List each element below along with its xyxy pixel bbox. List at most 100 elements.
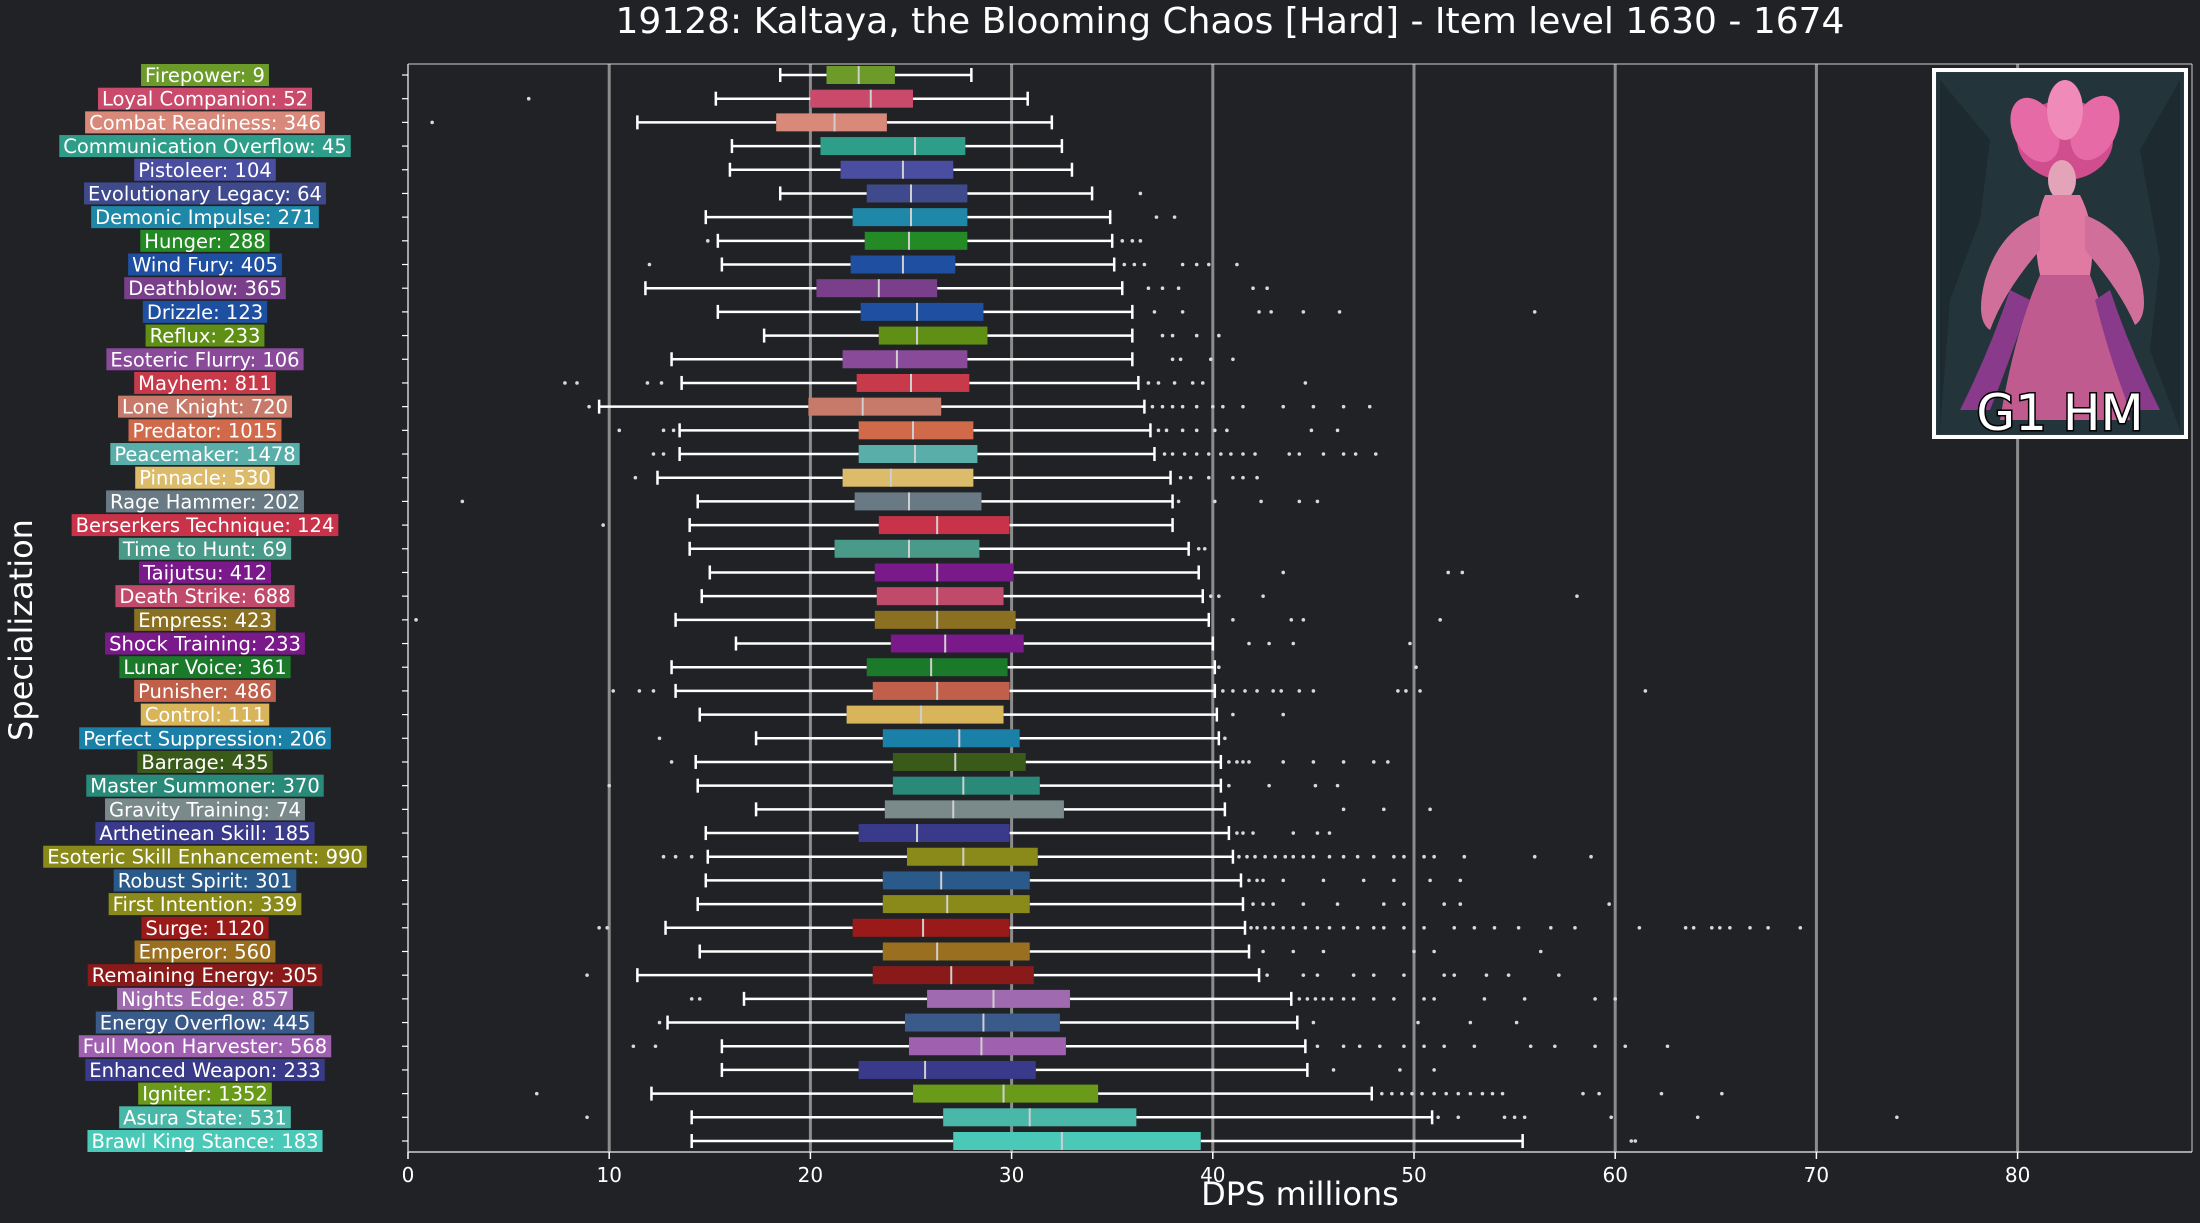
- outlier-point: [1341, 760, 1346, 764]
- outlier-point: [1442, 1044, 1446, 1049]
- box-pinnacle: [633, 468, 1259, 487]
- outlier-point: [587, 404, 591, 409]
- category-label-text: Hunger: 288: [144, 230, 265, 253]
- outlier-point: [1422, 997, 1426, 1001]
- outlier-point: [460, 499, 465, 504]
- category-label-text: Evolutionary Legacy: 64: [88, 182, 322, 205]
- outlier-point: [1146, 381, 1151, 385]
- outlier-point: [1398, 1068, 1402, 1072]
- category-label-text: Lunar Voice: 361: [123, 656, 286, 679]
- outlier-point: [1382, 902, 1386, 906]
- box-rage-hammer: [460, 492, 1320, 511]
- outlier-point: [1188, 475, 1193, 480]
- category-label: Demonic Impulse: 271: [91, 206, 319, 229]
- iqr-box: [808, 397, 942, 416]
- outlier-point: [1303, 926, 1308, 930]
- category-label: Shock Training: 233: [105, 632, 305, 656]
- outlier-point: [661, 854, 666, 859]
- outlier-point: [1231, 618, 1235, 622]
- outlier-point: [1557, 973, 1561, 977]
- outlier-point: [1146, 286, 1151, 291]
- outlier-point: [1573, 926, 1577, 930]
- outlier-point: [1249, 926, 1253, 930]
- outlier-point: [1213, 499, 1217, 504]
- outlier-point: [617, 428, 622, 433]
- outlier-point: [1245, 854, 1249, 859]
- box-surge: [597, 918, 1803, 937]
- outlier-point: [1422, 926, 1426, 930]
- category-label-text: Full Moon Harvester: 568: [83, 1035, 327, 1058]
- box-lone-knight: [587, 397, 1372, 416]
- box-control: [698, 705, 1286, 724]
- iqr-box: [826, 66, 895, 84]
- iqr-box: [816, 279, 938, 298]
- category-label: Energy Overflow: 445: [95, 1011, 315, 1035]
- category-label-bg: [110, 443, 300, 466]
- x-tick-label: 70: [1804, 1163, 1829, 1187]
- outlier-point: [1514, 1020, 1519, 1025]
- outlier-point: [1301, 854, 1306, 859]
- category-label: Rage Hammer: 202: [106, 490, 304, 513]
- outlier-point: [1172, 381, 1177, 385]
- category-label-text: Loyal Companion: 52: [102, 88, 308, 111]
- outlier-point: [1341, 1044, 1346, 1049]
- outlier-point: [1291, 854, 1296, 859]
- outlier-point: [611, 689, 616, 693]
- outlier-point: [1593, 997, 1597, 1001]
- outlier-point: [1665, 1044, 1670, 1049]
- category-label-text: Asura State: 531: [123, 1106, 287, 1129]
- box-evolutionary-legacy: [778, 184, 1143, 203]
- box-gravity-training: [754, 800, 1432, 819]
- outlier-point: [1408, 641, 1412, 646]
- category-label-bg: [95, 1011, 315, 1034]
- outlier-point: [1130, 239, 1135, 243]
- category-label: Igniter: 1352: [138, 1082, 272, 1106]
- category-label-bg: [134, 371, 276, 394]
- outlier-point: [647, 262, 652, 267]
- category-label-bg: [85, 111, 325, 134]
- iqr-box: [846, 705, 1004, 724]
- outlier-point: [1180, 428, 1185, 433]
- outlier-point: [651, 452, 656, 456]
- box-firepower: [778, 66, 973, 84]
- outlier-point: [1247, 760, 1251, 764]
- outlier-point: [1335, 428, 1340, 433]
- iqr-box: [856, 373, 970, 392]
- category-label-bg: [108, 893, 302, 916]
- outlier-point: [1532, 310, 1537, 314]
- outlier-point: [1235, 262, 1239, 267]
- outlier-point: [1180, 310, 1185, 314]
- outlier-point: [1160, 333, 1165, 338]
- outlier-point: [1190, 381, 1195, 385]
- outlier-point: [1382, 807, 1386, 812]
- outlier-point: [1414, 665, 1418, 670]
- outlier-point: [1341, 854, 1346, 859]
- outlier-point: [661, 428, 666, 433]
- outlier-point: [657, 736, 662, 741]
- category-label: Lone Knight: 720: [118, 395, 292, 419]
- category-label-bg: [117, 987, 293, 1010]
- outlier-point: [1235, 831, 1239, 835]
- outlier-point: [1138, 239, 1143, 243]
- category-label-bg: [91, 206, 319, 229]
- category-label-text: Remaining Energy: 305: [92, 964, 319, 987]
- outlier-point: [1382, 926, 1386, 930]
- outlier-point: [1798, 926, 1803, 930]
- box-robust-spirit: [704, 871, 1463, 890]
- box-hunger: [705, 231, 1143, 250]
- outlier-point: [1315, 973, 1320, 977]
- iqr-box: [892, 752, 1026, 771]
- iqr-box: [858, 824, 1010, 843]
- outlier-point: [526, 96, 531, 101]
- outlier-point: [1418, 689, 1422, 693]
- iqr-box: [906, 847, 1038, 866]
- outlier-point: [1257, 310, 1261, 314]
- grid-layer: [607, 64, 2020, 1152]
- outlier-point: [1422, 854, 1426, 859]
- category-label: Loyal Companion: 52: [97, 87, 313, 111]
- outlier-point: [1156, 381, 1161, 385]
- box-first-intention: [696, 895, 1611, 914]
- outlier-point: [1241, 452, 1245, 456]
- outlier-point: [1200, 381, 1205, 385]
